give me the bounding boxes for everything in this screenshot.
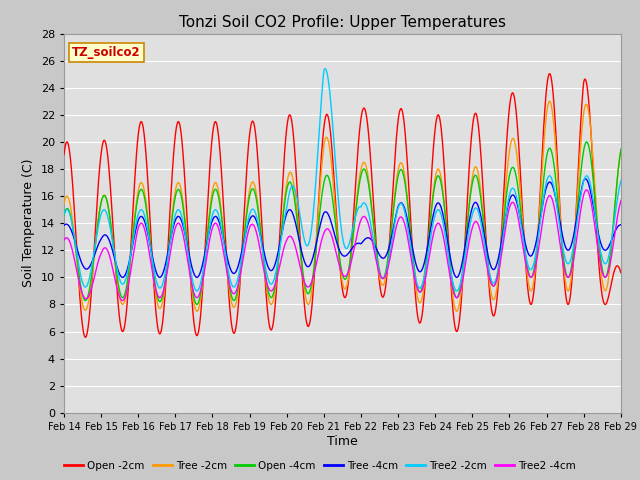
Text: TZ_soilco2: TZ_soilco2 xyxy=(72,47,141,60)
Y-axis label: Soil Temperature (C): Soil Temperature (C) xyxy=(22,159,35,288)
Title: Tonzi Soil CO2 Profile: Upper Temperatures: Tonzi Soil CO2 Profile: Upper Temperatur… xyxy=(179,15,506,30)
Legend: Open -2cm, Tree -2cm, Open -4cm, Tree -4cm, Tree2 -2cm, Tree2 -4cm: Open -2cm, Tree -2cm, Open -4cm, Tree -4… xyxy=(60,456,580,475)
X-axis label: Time: Time xyxy=(327,434,358,448)
